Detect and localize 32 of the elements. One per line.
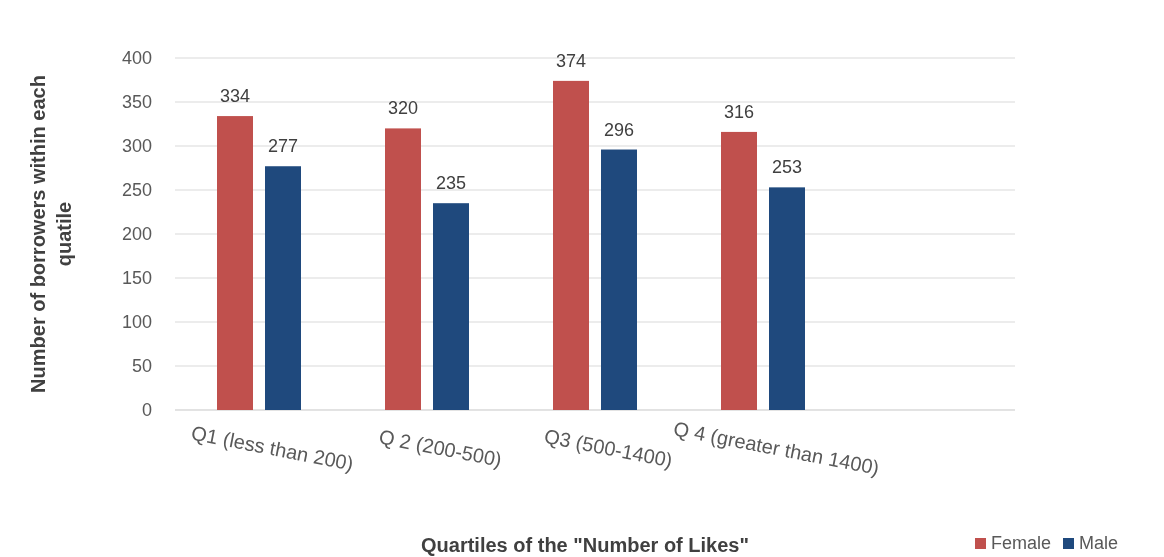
y-tick-label: 0 [141, 400, 152, 421]
legend-label: Male [1079, 533, 1119, 553]
data-label: 334 [219, 86, 251, 107]
bar [769, 187, 805, 410]
bar [217, 116, 253, 410]
legend-label: Female [991, 533, 1052, 553]
bar [265, 166, 301, 410]
y-tick-label: 250 [121, 180, 152, 201]
bar [385, 128, 421, 410]
data-label: 253 [771, 157, 803, 178]
data-label: 316 [723, 101, 755, 122]
y-axis-title: Number of borrowers within each quatile [27, 75, 75, 393]
y-tick-label: 300 [121, 136, 152, 157]
x-tick-label: Q1 (less than 200) [189, 421, 356, 475]
data-label: 374 [555, 50, 587, 71]
bar [553, 80, 589, 410]
data-label: 320 [387, 98, 419, 119]
bar [601, 149, 637, 410]
data-label: 277 [267, 136, 299, 157]
y-tick-label: 400 [121, 48, 152, 69]
y-tick-label: 100 [121, 312, 152, 333]
y-tick-label: 350 [121, 92, 152, 113]
x-tick-label: Q 4 (greater than 1400) [671, 417, 882, 479]
bar [721, 131, 757, 410]
data-label: 235 [435, 173, 467, 194]
x-tick-label: Q 2 (200-500) [377, 425, 504, 471]
y-tick-label: 50 [131, 356, 152, 377]
bar [433, 203, 469, 410]
y-tick-label: 150 [121, 268, 152, 289]
data-label: 296 [603, 119, 635, 140]
y-tick-label: 200 [121, 224, 152, 245]
x-axis-title: Quartiles of the "Number of Likes" [421, 534, 749, 556]
